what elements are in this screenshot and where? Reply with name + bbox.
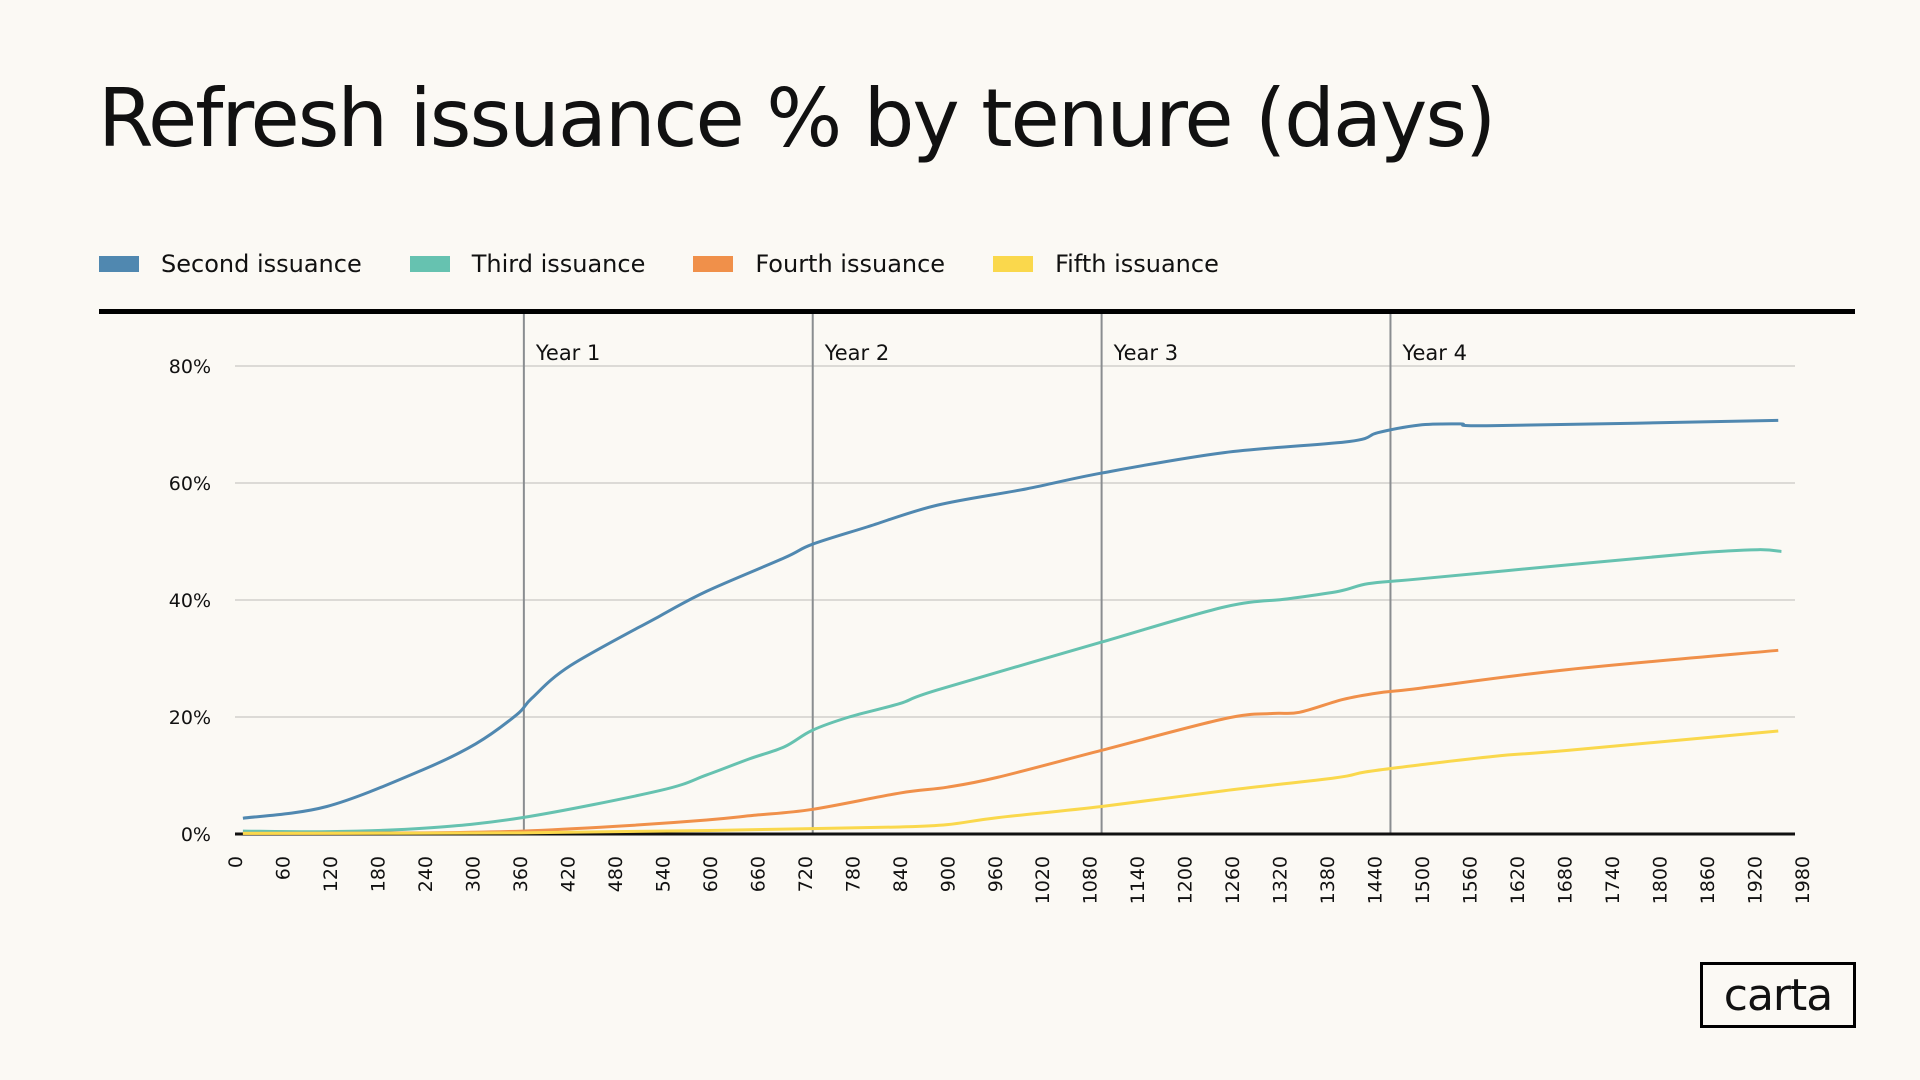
legend-label-fifth: Fifth issuance	[1055, 250, 1219, 278]
header-rule	[99, 309, 1855, 314]
series-line-fifth	[242, 729, 1779, 835]
x-tick-label: 1860	[1697, 856, 1719, 904]
y-tick-label: 80%	[169, 356, 211, 378]
x-tick-label: 240	[415, 856, 437, 892]
year-marker-label: Year 1	[535, 341, 601, 365]
series-line-third	[242, 548, 1782, 834]
y-tick-label: 60%	[169, 473, 211, 495]
x-tick-label: 1740	[1602, 856, 1624, 904]
x-tick-label: 960	[985, 856, 1007, 892]
year-marker-label: Year 4	[1401, 341, 1467, 365]
x-tick-label: 120	[320, 856, 342, 892]
x-tick-label: 480	[605, 856, 627, 892]
x-tick-label: 1980	[1792, 856, 1814, 904]
x-tick-label: 780	[842, 856, 864, 892]
x-tick-label: 660	[747, 856, 769, 892]
carta-logo: carta	[1700, 962, 1856, 1028]
y-tick-label: 20%	[169, 707, 211, 729]
x-tick-label: 1680	[1555, 856, 1577, 904]
y-tick-label: 40%	[169, 590, 211, 612]
legend-swatch-fifth	[993, 256, 1034, 272]
x-tick-label: 1200	[1175, 856, 1197, 904]
x-tick-label: 360	[510, 856, 532, 892]
legend: Second issuance Third issuance Fourth is…	[99, 250, 1219, 278]
legend-label-second: Second issuance	[161, 250, 362, 278]
year-marker-label: Year 3	[1113, 341, 1179, 365]
legend-label-third: Third issuance	[471, 250, 646, 278]
x-tick-label: 60	[272, 856, 294, 880]
x-tick-label: 1080	[1080, 856, 1102, 904]
x-tick-label: 300	[462, 856, 484, 892]
x-tick-label: 1260	[1222, 856, 1244, 904]
x-tick-label: 1560	[1460, 856, 1482, 904]
year-marker-label: Year 2	[824, 341, 890, 365]
x-tick-label: 1440	[1365, 856, 1387, 904]
legend-swatch-third	[409, 256, 450, 272]
y-tick-label: 0%	[181, 824, 211, 846]
x-tick-label: 1800	[1650, 856, 1672, 904]
legend-swatch-fourth	[693, 256, 734, 272]
x-tick-label: 600	[700, 856, 722, 892]
legend-item-second: Second issuance	[99, 250, 362, 278]
legend-label-fourth: Fourth issuance	[755, 250, 946, 278]
series-line-second	[242, 418, 1779, 820]
x-tick-label: 1320	[1270, 856, 1292, 904]
x-tick-label: 1500	[1412, 856, 1434, 904]
x-tick-label: 180	[367, 856, 389, 892]
series-line-fourth	[242, 648, 1779, 835]
legend-item-fifth: Fifth issuance	[993, 250, 1219, 278]
x-tick-label: 900	[937, 856, 959, 892]
x-tick-label: 1020	[1032, 856, 1054, 904]
legend-item-third: Third issuance	[409, 250, 646, 278]
x-tick-label: 840	[890, 856, 912, 892]
x-tick-label: 1920	[1745, 856, 1767, 904]
logo-text: carta	[1723, 969, 1833, 1021]
chart-title: Refresh issuance % by tenure (days)	[98, 72, 1496, 165]
x-tick-label: 540	[652, 856, 674, 892]
x-tick-label: 720	[795, 856, 817, 892]
x-tick-label: 1380	[1317, 856, 1339, 904]
x-tick-label: 420	[557, 856, 579, 892]
legend-swatch-second	[99, 256, 139, 272]
legend-item-fourth: Fourth issuance	[693, 250, 945, 278]
x-tick-label: 1140	[1127, 856, 1149, 904]
x-tick-label: 1620	[1507, 856, 1529, 904]
x-tick-label: 0	[225, 856, 247, 868]
